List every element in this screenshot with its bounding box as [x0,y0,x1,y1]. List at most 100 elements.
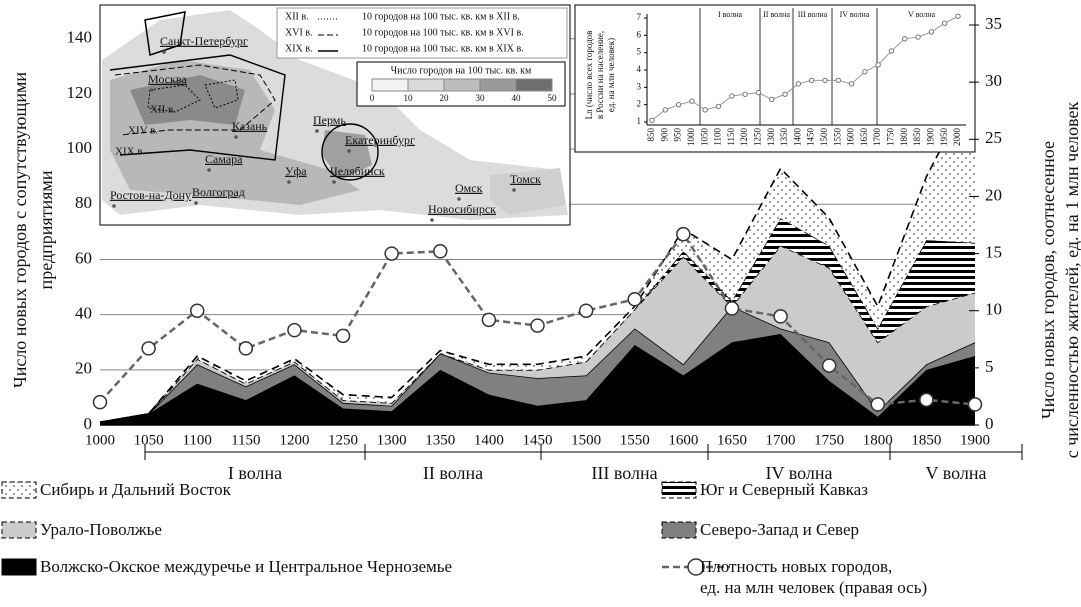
inset-x-tick-label: 1500 [819,128,829,147]
map-scale-label: 0 [370,93,375,103]
x-tick-label: 1100 [182,432,211,448]
map-contour [144,11,186,56]
map-century: XIV в. [128,125,158,137]
map-city-dot [207,168,211,172]
density-point [189,303,205,318]
map-scale-swatch [515,78,553,92]
legend-label: Плотность новых городов, ед. на млн чело… [700,557,928,597]
inset-point [702,107,708,113]
y2-tick-label: 15 [985,242,1002,261]
inset-x-tick-label: 1450 [806,128,816,147]
y2-tick-label: 5 [985,357,994,376]
map-city: Казань [232,119,268,133]
x-tick-label: 1000 [85,432,115,448]
inset-point [808,77,815,84]
inset-x-tick-label: 1750 [886,128,896,147]
density-point [724,301,740,316]
inset-point [675,101,682,108]
map-contour [114,64,276,136]
map-scale-label: 20 [440,93,450,103]
inset-x-tick-label: 1550 [832,128,842,147]
inset-y-tick-label: 3 [637,81,642,91]
inset-x-tick-label: 1700 [872,128,882,147]
inset-y-axis-title: в России на население, [595,31,605,119]
density-point [287,322,302,338]
inset-point [649,117,655,123]
map-scale-label: 50 [548,93,558,103]
legend-label: Сибирь и Дальний Восток [40,480,231,499]
y2-tick-label: 35 [985,14,1002,33]
inset-point [729,93,735,99]
inset-point [782,91,788,97]
map-city-dot [512,188,516,192]
map-contour [321,123,379,181]
legend-label: Северо-Запад и Север [700,520,860,539]
density-point [821,358,837,373]
x-tick-label: 1050 [134,432,164,448]
stacked-area [100,245,975,423]
inset-y-tick-label: 1 [637,116,642,126]
inset-point [902,36,908,42]
inset-y-tick-label: 2 [637,99,642,109]
inset-point [835,77,841,84]
x-tick-label: 1450 [523,432,553,448]
legend-swatch [1,558,37,576]
y-tick-label: 80 [75,193,92,212]
map-scale-swatch [371,78,409,92]
map-city: Самара [205,152,243,166]
y2-tick-label: 25 [985,128,1002,147]
map-city: Новосибирск [428,202,496,216]
area-outline [99,82,976,424]
inset-y-tick-label: 7 [637,12,642,22]
density-point [773,309,788,324]
inset-wave-label: IV волна [840,10,870,19]
map-city: Волгоград [192,185,245,199]
wave-label: V волна [926,463,987,483]
legend-swatch [1,481,37,499]
inset-x-tick-label: 1150 [726,128,736,146]
inset-point [928,29,935,35]
stacked-area [100,333,975,425]
wave-label: III волна [591,463,657,483]
x-tick-label: 1750 [814,432,844,448]
map-city: Челябинск [330,164,385,178]
y-tick-label: 40 [75,304,92,323]
x-tick-label: 1850 [911,432,941,448]
legend-label: Урало-Поволжье [40,520,162,539]
inset-y-tick-label: 6 [637,29,642,39]
wave-label: IV волна [766,463,833,483]
inset-x-tick-label: 1250 [752,128,762,147]
inset-point [941,20,948,26]
density-point [481,312,497,328]
area-outline [99,217,976,424]
inset-x-tick-label: 1400 [792,128,802,147]
map-scale-label: 40 [512,93,522,103]
map-region [490,168,566,215]
map-legend [276,7,568,59]
wave-label: II волна [423,463,483,483]
inset-wave-label: II волна [763,10,790,19]
map-contour [109,54,286,161]
inset-wave-label: I волна [718,10,743,19]
map-city: Ростов-на-Дону [110,188,191,202]
inset-point [662,107,669,113]
map-scale-swatch [443,78,481,92]
density-point [530,318,545,333]
x-tick-label: 1500 [571,432,601,448]
x-tick-label: 1800 [863,432,893,448]
density-point [627,292,642,307]
legend-label: Волжско-Окское междуречье и Центральное … [40,557,453,576]
inset-x-tick-label: 1800 [899,128,909,147]
legend-swatch [661,521,697,539]
y-tick-label: 100 [67,138,93,157]
map-city-dot [150,88,154,92]
inset-point [822,77,828,84]
inset-point [715,103,722,110]
map-city-dot [315,129,319,133]
inset-wave-label: III волна [798,10,828,19]
y-axis-title: Число новых городов с сопутствующими [10,72,30,388]
inset-wave-label: V волна [908,10,936,19]
legend-swatch [1,521,37,539]
density-point [578,303,594,318]
